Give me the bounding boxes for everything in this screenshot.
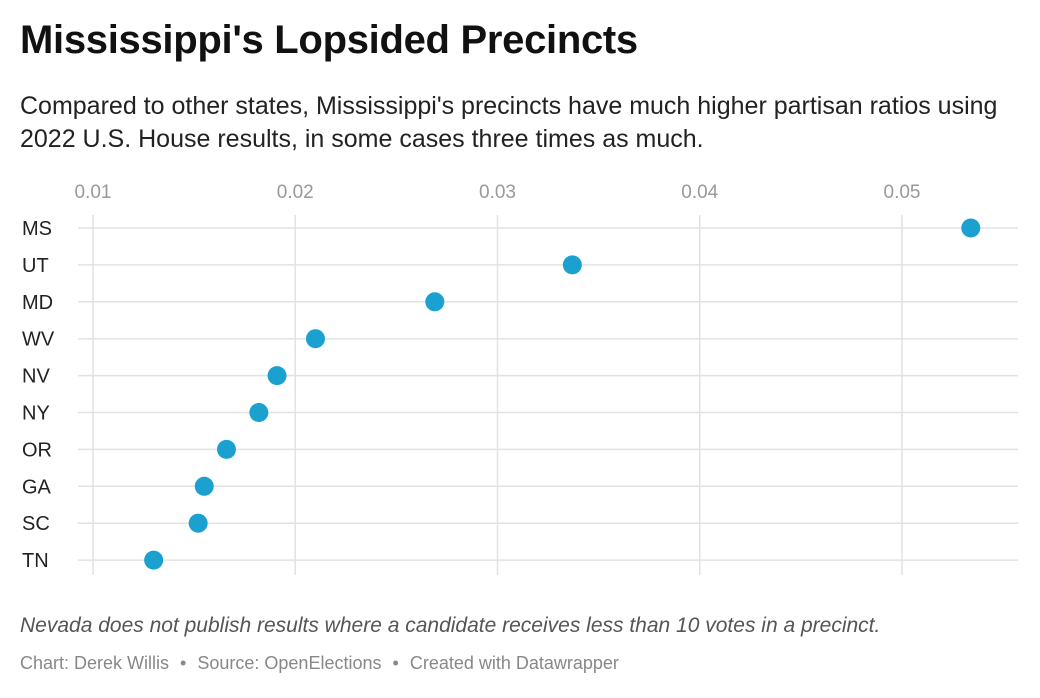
category-label: TN [22,550,49,572]
x-tick-label: 0.03 [479,182,516,203]
x-tick-label: 0.01 [75,182,112,203]
chart-subtitle: Compared to other states, Mississippi's … [20,92,998,153]
x-axis-tick-labels: 0.01 0.02 0.03 0.04 0.05 [75,182,921,203]
category-label: GA [22,476,52,498]
tool-credit: Created with Datawrapper [409,653,619,673]
category-label: NV [22,366,50,388]
footer-separator: • [392,653,399,673]
data-point [216,439,236,459]
chart-credit: Chart: Derek Willis [20,653,170,673]
grid-lines [78,215,1018,575]
footer-separator: • [180,653,187,673]
y-axis-category-labels: MS UT MD WV NV NY OR GA SC TN [22,218,55,572]
dot-plot-chart: 0.01 0.02 0.03 0.04 0.05 MS UT MD WV NV NY OR GA SC T… [22,182,1018,575]
category-label: MD [22,292,53,314]
data-point [267,366,287,386]
data-point [961,218,981,238]
category-label: SC [22,513,50,535]
data-point [305,329,325,349]
data-point [249,403,269,422]
source-credit: Source: OpenElections [197,653,382,673]
category-label: UT [22,255,49,277]
category-label: WV [22,329,55,351]
x-tick-label: 0.05 [884,182,921,203]
data-point [194,476,214,496]
data-point [144,550,164,570]
x-tick-label: 0.02 [277,182,314,203]
data-points [144,218,981,570]
data-point [188,513,208,533]
data-point [425,292,445,312]
x-tick-label: 0.04 [681,182,718,203]
category-label: OR [22,439,52,461]
data-point [562,255,582,275]
chart-footer: Chart: Derek Willis • Source: OpenElecti… [20,653,619,674]
chart-title: Mississippi's Lopsided Precincts [20,18,638,62]
category-label: MS [22,218,52,240]
chart-note: Nevada does not publish results where a … [20,614,881,637]
category-label: NY [22,403,50,425]
